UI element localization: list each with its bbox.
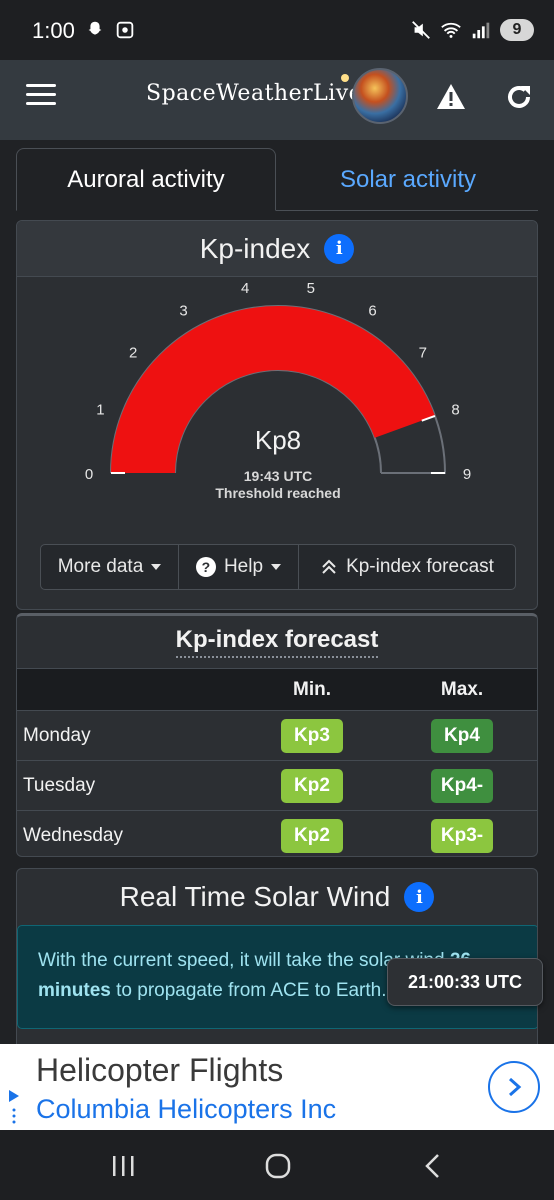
- ad-advertiser[interactable]: Columbia Helicopters Inc: [36, 1094, 337, 1124]
- kp-status: Threshold reached: [215, 485, 340, 501]
- table-header-min: Min.: [237, 668, 387, 711]
- kp-forecast-button[interactable]: Kp-index forecast: [299, 545, 515, 589]
- tab-solar-activity[interactable]: Solar activity: [339, 165, 477, 193]
- gauge-scale-label: 1: [96, 401, 104, 418]
- question-icon: ?: [195, 557, 216, 577]
- kp-max-badge: Kp4: [431, 718, 493, 753]
- kp-index-header: Kp-index i: [17, 221, 537, 277]
- kp-forecast-label: Kp-index forecast: [346, 556, 494, 577]
- help-button[interactable]: ? Help: [179, 545, 299, 589]
- gauge-tick: [421, 414, 436, 422]
- kp-gauge: 0 1 2 3 4 5 6 7 8 9 Kp8 19:43 UTC Threshold reach…: [17, 277, 537, 537]
- gauge-scale-label: 2: [129, 345, 137, 362]
- solar-wind-text-2: to propagate from ACE to Earth.: [110, 980, 387, 1001]
- table-row: Monday Kp3 Kp4: [17, 710, 537, 761]
- menu-icon[interactable]: [26, 84, 56, 114]
- home-icon[interactable]: [258, 1150, 298, 1182]
- kp-min-badge: Kp2: [281, 768, 343, 803]
- globe-logo-icon: [352, 68, 408, 124]
- chevron-down-icon: [271, 564, 282, 570]
- gauge-scale-label: 3: [179, 302, 187, 319]
- chevron-down-icon: [151, 564, 162, 570]
- kp-forecast-card: Kp-index forecast Min. Max. Monday Kp3 K…: [16, 613, 538, 857]
- kp-index-title: Kp-index: [199, 232, 311, 264]
- ad-choices-icon[interactable]: [6, 1088, 22, 1124]
- wifi-icon: [441, 22, 461, 38]
- brand-dot: [341, 74, 349, 82]
- more-data-button[interactable]: More data: [41, 545, 179, 589]
- kp-forecast-table: Min. Max. Monday Kp3 Kp4 Tuesday Kp2 Kp4…: [17, 668, 537, 856]
- tab-divider: [16, 210, 538, 211]
- table-header-row: Min. Max.: [17, 668, 537, 711]
- kp-timestamp: 19:43 UTC: [244, 468, 312, 484]
- warning-icon[interactable]: [436, 82, 466, 112]
- solar-wind-title: Real Time Solar Wind: [119, 881, 391, 912]
- kp-current-value: Kp8: [255, 425, 301, 455]
- kp-min-badge: Kp3: [281, 718, 343, 753]
- status-time: 1:00: [32, 18, 75, 43]
- gauge-scale-label: 8: [451, 401, 459, 418]
- table-row: Wednesday Kp2 Kp3-: [17, 810, 537, 856]
- info-icon[interactable]: i: [324, 233, 355, 264]
- ad-title[interactable]: Helicopter Flights: [36, 1052, 284, 1088]
- chevron-right-icon: [509, 1077, 522, 1097]
- double-chevron-up-icon: [322, 559, 336, 574]
- kp-max-badge: Kp4-: [430, 768, 494, 803]
- signal-icon: [472, 22, 490, 39]
- solar-wind-text-1: With the current speed, it will take the…: [38, 950, 450, 971]
- status-notification-icons: [84, 19, 136, 41]
- system-nav-bar: [0, 1130, 554, 1200]
- info-icon[interactable]: i: [404, 882, 435, 912]
- app-bar: SpaceWeatherLive: [0, 60, 554, 140]
- kp-actions: More data ? Help Kp-index forecast: [40, 544, 516, 590]
- forecast-day: Monday: [17, 710, 237, 761]
- kp-max-badge: Kp3-: [430, 818, 494, 853]
- gauge-scale-label: 7: [419, 345, 427, 362]
- recent-apps-icon[interactable]: [103, 1150, 143, 1182]
- forecast-day: Tuesday: [17, 760, 237, 811]
- solar-wind-card: Real Time Solar Wind i With the current …: [16, 868, 538, 1058]
- table-header-day: [17, 668, 237, 711]
- snapchat-icon: [88, 21, 102, 35]
- tab-bar: Auroral activity Solar activity: [0, 140, 554, 212]
- mute-icon: [412, 21, 430, 39]
- solar-wind-header: Real Time Solar Wind i: [17, 869, 537, 925]
- status-system-icons: 9: [410, 19, 534, 41]
- refresh-icon[interactable]: [504, 82, 534, 112]
- kp-index-card: Kp-index i 0 1 2 3 4 5 6 7 8 9 Kp8 19:43 UTC Thre…: [16, 220, 538, 610]
- battery-indicator: 9: [500, 19, 534, 41]
- help-label: Help: [223, 556, 264, 577]
- back-icon[interactable]: [413, 1150, 453, 1182]
- gauge-scale-label: 9: [463, 466, 471, 483]
- gauge-scale-label: 5: [307, 280, 315, 297]
- table-header-max: Max.: [387, 668, 537, 711]
- gauge-scale-label: 0: [85, 466, 93, 483]
- kp-forecast-title[interactable]: Kp-index forecast: [175, 626, 379, 658]
- kp-forecast-heading: Kp-index forecast: [17, 616, 537, 668]
- tab-auroral-activity[interactable]: Auroral activity: [16, 148, 276, 211]
- solar-wind-minutes-unit: minutes: [38, 980, 111, 1001]
- gauge-fill: [111, 305, 435, 473]
- table-row: Tuesday Kp2 Kp4-: [17, 760, 537, 811]
- kp-min-badge: Kp2: [281, 818, 343, 853]
- ad-banner[interactable]: Helicopter Flights Columbia Helicopters …: [0, 1044, 554, 1130]
- gauge-scale-label: 6: [368, 302, 376, 319]
- forecast-day: Wednesday: [17, 810, 237, 856]
- brand-logo-text[interactable]: SpaceWeatherLive: [146, 81, 363, 106]
- gauge-scale-label: 4: [241, 280, 249, 297]
- kp-gauge-svg: 0 1 2 3 4 5 6 7 8 9 Kp8 19:43 UTC Threshold reach…: [85, 280, 471, 501]
- app-notification-icon: [116, 21, 134, 39]
- utc-clock-toast: 21:00:33 UTC: [387, 958, 543, 1006]
- status-bar: 1:00 9: [0, 0, 554, 60]
- more-data-label: More data: [57, 556, 144, 577]
- ad-open-button[interactable]: [488, 1061, 540, 1113]
